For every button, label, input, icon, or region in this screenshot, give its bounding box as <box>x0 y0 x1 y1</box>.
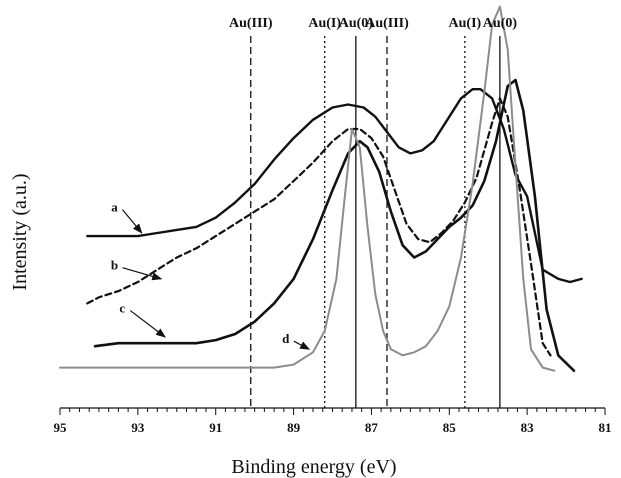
curve-label-a: a <box>111 200 118 215</box>
reference-lines <box>250 36 501 408</box>
curve-d <box>59 5 556 372</box>
x-tick-label-87: 87 <box>365 420 379 435</box>
curve-arrow-d <box>293 340 311 350</box>
curve-b <box>86 97 552 357</box>
curve-a <box>86 88 583 284</box>
curve-label-b: b <box>111 258 118 273</box>
curve-c <box>93 78 576 372</box>
axes: 95 93 91 89 87 85 83 81 <box>54 407 612 435</box>
curve-arrow-c <box>129 310 166 338</box>
x-tick-label-89: 89 <box>287 420 301 435</box>
x-tick-label-95: 95 <box>54 420 68 435</box>
reference-label-6: Au(0) <box>483 16 518 31</box>
curve-arrow-a <box>122 209 143 234</box>
reference-label-1: Au(III) <box>229 16 273 31</box>
x-tick-label-93: 93 <box>131 420 145 435</box>
reference-label-5: Au(I) <box>449 16 482 31</box>
curve-label-d: d <box>282 331 290 346</box>
x-tick-label-91: 91 <box>209 420 222 435</box>
x-tick-label-83: 83 <box>521 420 535 435</box>
reference-label-3: Au(0) <box>339 16 374 31</box>
x-axis-title: Binding energy (eV) <box>231 456 396 478</box>
x-tick-label-85: 85 <box>443 420 457 435</box>
curve-label-c: c <box>119 301 125 316</box>
reference-label-4: Au(III) <box>365 16 409 31</box>
y-axis-title: Intensity (a.u.) <box>9 173 31 290</box>
curves <box>59 5 583 372</box>
reference-label-2: Au(I) <box>308 16 341 31</box>
x-tick-label-81: 81 <box>599 420 612 435</box>
curve-arrow-b <box>122 267 163 281</box>
